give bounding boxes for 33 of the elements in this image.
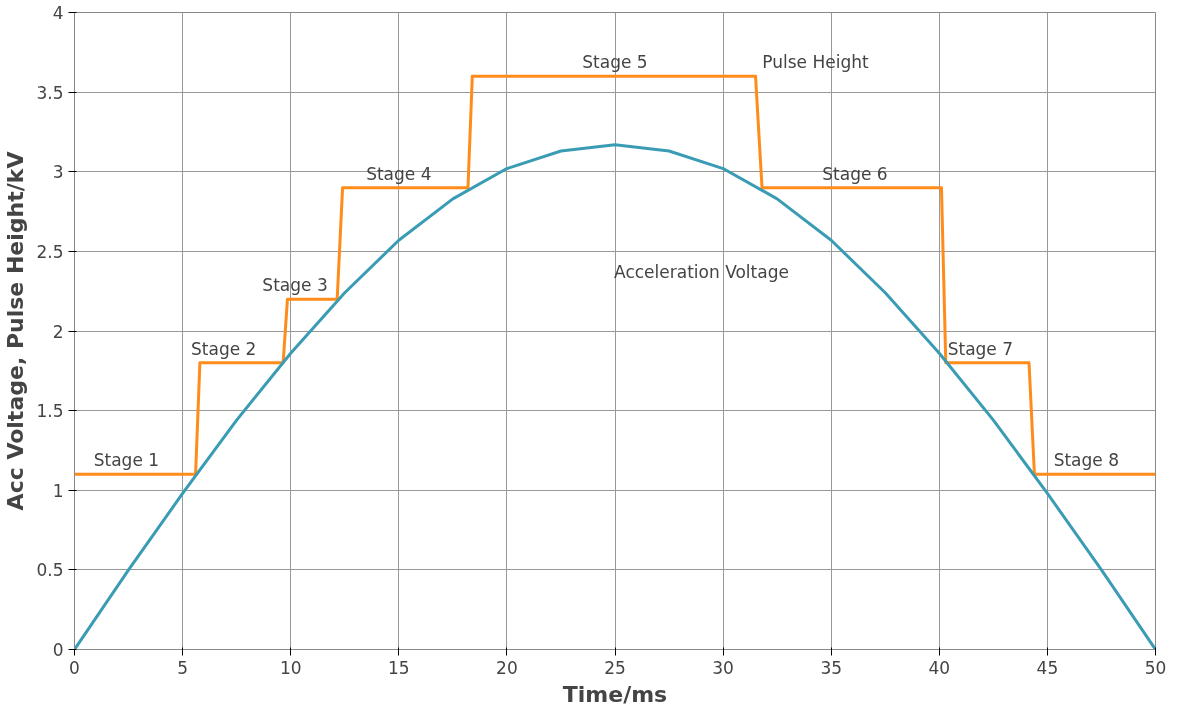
y-tick-label: 1.5 bbox=[36, 401, 64, 422]
y-tick-label: 0.5 bbox=[36, 560, 64, 581]
x-tick-label: 30 bbox=[712, 657, 734, 678]
y-tick-label: 2.5 bbox=[36, 241, 64, 262]
x-tick-label: 50 bbox=[1144, 657, 1167, 678]
y-tick-label: 4 bbox=[52, 3, 64, 23]
annotation: Stage 6 bbox=[822, 163, 888, 184]
x-tick-label: 15 bbox=[387, 657, 410, 678]
annotation: Stage 7 bbox=[947, 338, 1014, 359]
x-tick-label: 20 bbox=[496, 657, 518, 678]
annotation: Stage 8 bbox=[1053, 450, 1119, 471]
annotation: Pulse Height bbox=[762, 51, 870, 72]
x-tick-label: 10 bbox=[279, 657, 302, 678]
x-axis-title: Time/ms bbox=[562, 681, 668, 707]
annotation: Stage 5 bbox=[582, 52, 648, 73]
y-tick-label: 0 bbox=[52, 640, 64, 660]
annotation: Stage 4 bbox=[366, 163, 432, 184]
x-tick-label: 40 bbox=[928, 657, 951, 678]
annotation: Stage 1 bbox=[93, 450, 160, 471]
x-tick-label: 35 bbox=[820, 657, 843, 678]
annotation: Stage 2 bbox=[191, 338, 257, 359]
y-tick-label: 2 bbox=[52, 321, 64, 342]
x-tick-label: 25 bbox=[604, 657, 626, 678]
annotation: Stage 3 bbox=[262, 275, 328, 296]
annotation: Acceleration Voltage bbox=[614, 261, 789, 282]
y-tick-label: 1 bbox=[52, 480, 64, 501]
y-tick-label: 3 bbox=[52, 162, 64, 183]
y-axis-title: Acc Voltage, Pulse Height/kV bbox=[3, 151, 29, 511]
y-tick-label: 3.5 bbox=[36, 82, 64, 103]
line-series bbox=[74, 74, 1156, 476]
x-tick-label: 0 bbox=[69, 657, 80, 678]
x-tick-label: 45 bbox=[1036, 657, 1059, 678]
x-tick-label: 5 bbox=[177, 657, 189, 678]
